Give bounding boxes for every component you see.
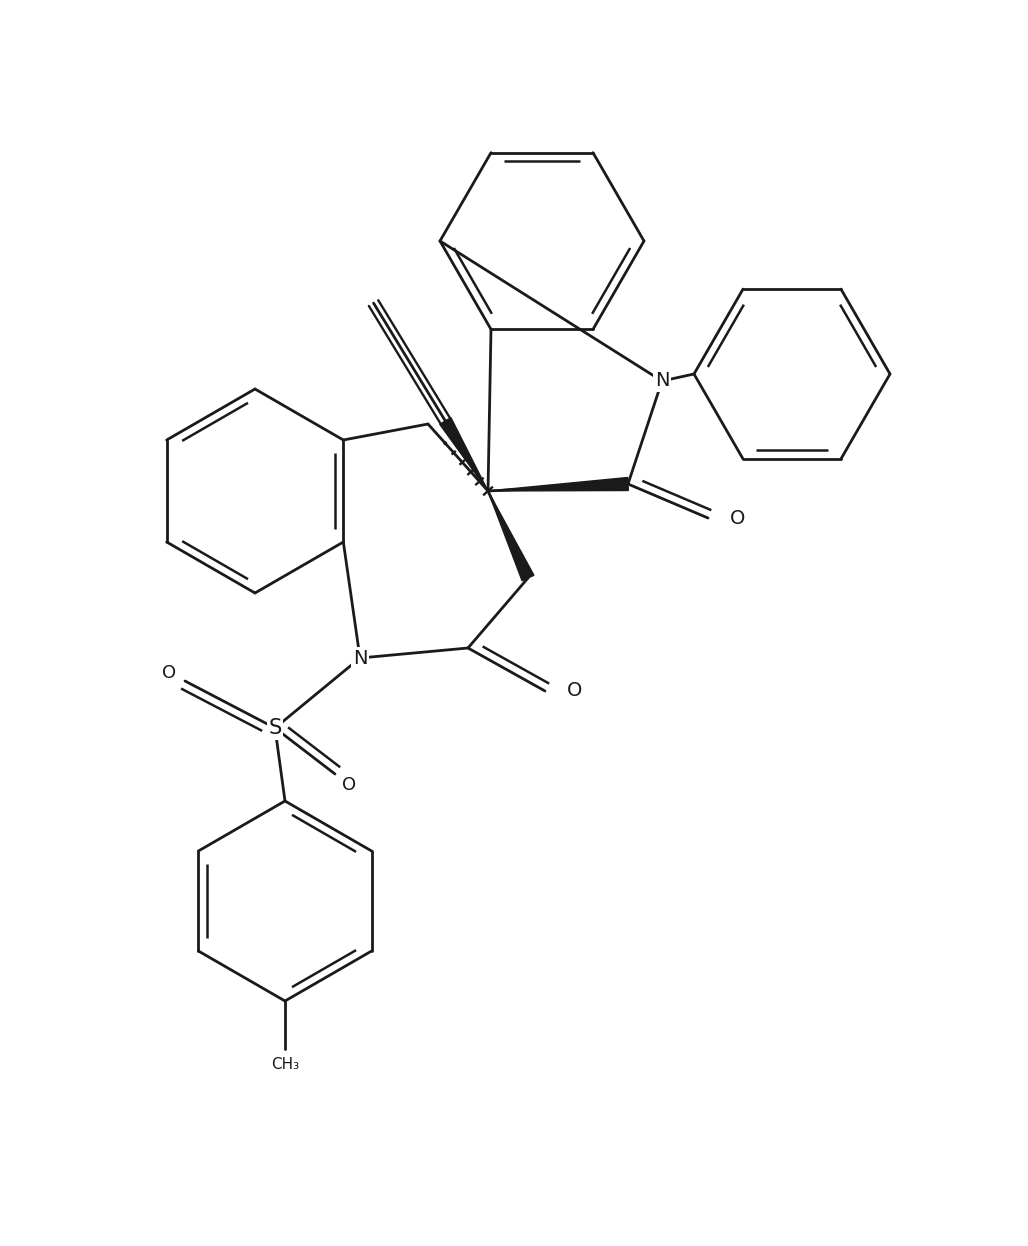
Text: O: O (162, 664, 176, 682)
Polygon shape (488, 477, 628, 491)
Text: O: O (342, 776, 357, 794)
Text: O: O (567, 682, 583, 700)
Text: CH₃: CH₃ (271, 1057, 299, 1072)
Text: N: N (655, 371, 669, 390)
Polygon shape (488, 491, 534, 581)
Polygon shape (440, 417, 488, 491)
Text: S: S (268, 718, 282, 738)
Text: O: O (730, 508, 745, 527)
Text: N: N (353, 648, 367, 668)
